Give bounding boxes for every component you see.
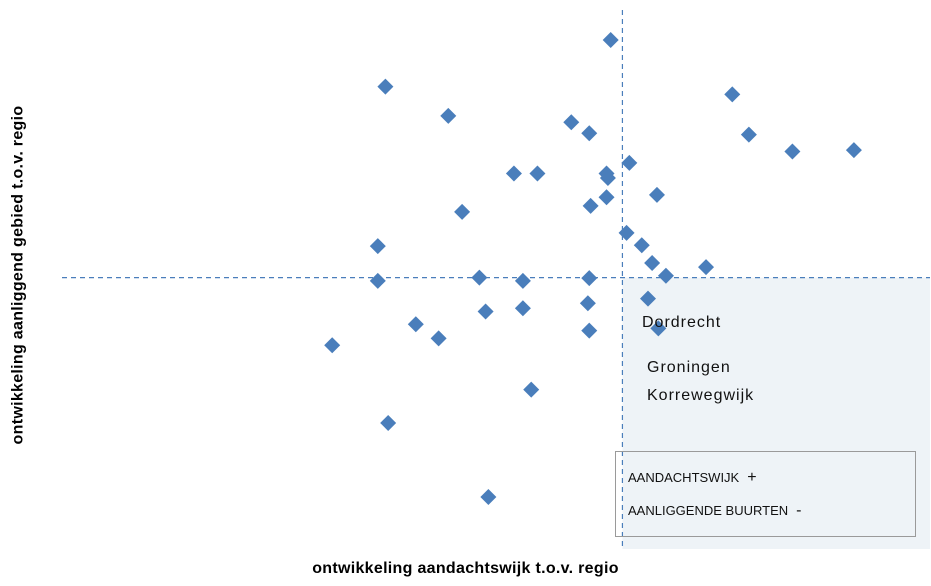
data-point-35 (581, 322, 598, 339)
legend-row-aanliggende-buurten: AANLIGGENDE BUURTEN - (628, 502, 801, 520)
data-point-15 (648, 186, 665, 203)
data-points (324, 32, 862, 505)
legend-aandachtswijk-label: AANDACHTSWIJK (628, 470, 740, 485)
highlight-quadrant (622, 277, 930, 549)
legend-aanliggende-buurten-label: AANLIGGENDE BUURTEN (628, 503, 789, 518)
data-point-31 (514, 300, 531, 317)
data-point-1 (602, 32, 619, 48)
quadrant-legend-box: AANDACHTSWIJK + AANLIGGENDE BUURTEN - (615, 451, 916, 537)
data-point-14 (599, 170, 616, 187)
legend-minus-sign: - (796, 502, 802, 519)
data-point-8 (784, 143, 801, 160)
data-point-28 (581, 270, 598, 287)
y-axis-label: ontwikkeling aanliggend gebied t.o.v. re… (3, 35, 33, 515)
data-point-7 (740, 126, 757, 143)
data-point-2 (377, 78, 394, 95)
data-point-17 (582, 197, 599, 214)
data-point-32 (477, 303, 494, 320)
data-point-40 (480, 489, 497, 505)
data-point-37 (324, 337, 341, 354)
data-point-27 (514, 272, 531, 289)
data-point-9 (845, 142, 862, 159)
data-point-29 (639, 290, 656, 307)
y-axis-label-text: ontwikkeling aanliggend gebied t.o.v. re… (9, 105, 26, 445)
data-point-16 (598, 189, 615, 206)
data-point-11 (505, 165, 522, 182)
data-point-5 (563, 114, 580, 131)
annotation-korrewegwijk: Korrewegwijk (647, 387, 755, 404)
legend-row-aandachtswijk: AANDACHTSWIJK + (628, 469, 757, 487)
annotation-dordrecht: Dordrecht (642, 314, 722, 331)
data-point-18 (454, 203, 471, 220)
data-point-30 (579, 295, 596, 312)
data-point-38 (523, 381, 540, 398)
data-point-21 (369, 238, 386, 255)
data-point-24 (657, 267, 674, 284)
data-point-25 (369, 272, 386, 289)
data-point-10 (621, 154, 638, 171)
data-point-19 (618, 224, 635, 241)
legend-plus-sign: + (747, 469, 757, 486)
data-point-20 (633, 237, 650, 254)
data-point-33 (407, 316, 424, 333)
data-point-3 (724, 86, 741, 103)
data-point-6 (581, 125, 598, 142)
annotation-groningen: Groningen (647, 359, 731, 376)
data-point-12 (529, 165, 546, 182)
data-point-4 (440, 107, 457, 124)
data-point-26 (471, 269, 488, 286)
data-point-23 (698, 259, 715, 276)
data-point-34 (650, 320, 667, 337)
data-point-39 (380, 414, 397, 431)
data-point-22 (644, 255, 661, 272)
x-axis-label: ontwikkeling aandachtswijk t.o.v. regio (312, 560, 619, 577)
data-point-36 (430, 330, 447, 347)
